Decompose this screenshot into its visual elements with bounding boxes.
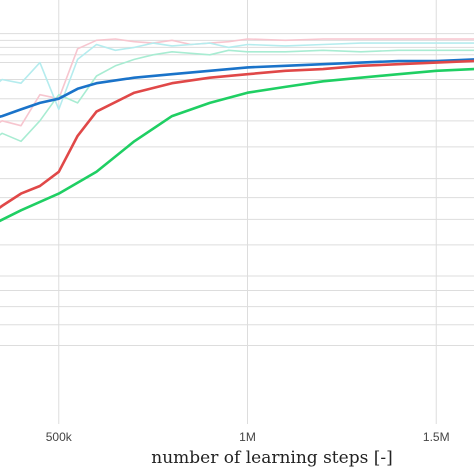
x-tick-label: 500k [46, 430, 73, 444]
smoothed-series-line-5 [0, 67, 474, 223]
horizontal-gridlines [0, 33, 474, 346]
smoothed-series-line-4 [0, 59, 474, 209]
raw-series-line-2 [0, 49, 474, 143]
raw-series-line-0 [0, 38, 474, 127]
series-layer [0, 38, 474, 223]
x-tick-label: 1.5M [423, 430, 450, 444]
vertical-gridlines [58, 0, 437, 424]
x-tick-labels: 500k 1M 1.5M [46, 430, 450, 444]
smoothed-series-line-3 [0, 58, 474, 118]
x-tick-label: 1M [239, 430, 256, 444]
x-axis-title: number of learning steps [-] [151, 448, 392, 468]
raw-series-line-1 [0, 42, 474, 111]
